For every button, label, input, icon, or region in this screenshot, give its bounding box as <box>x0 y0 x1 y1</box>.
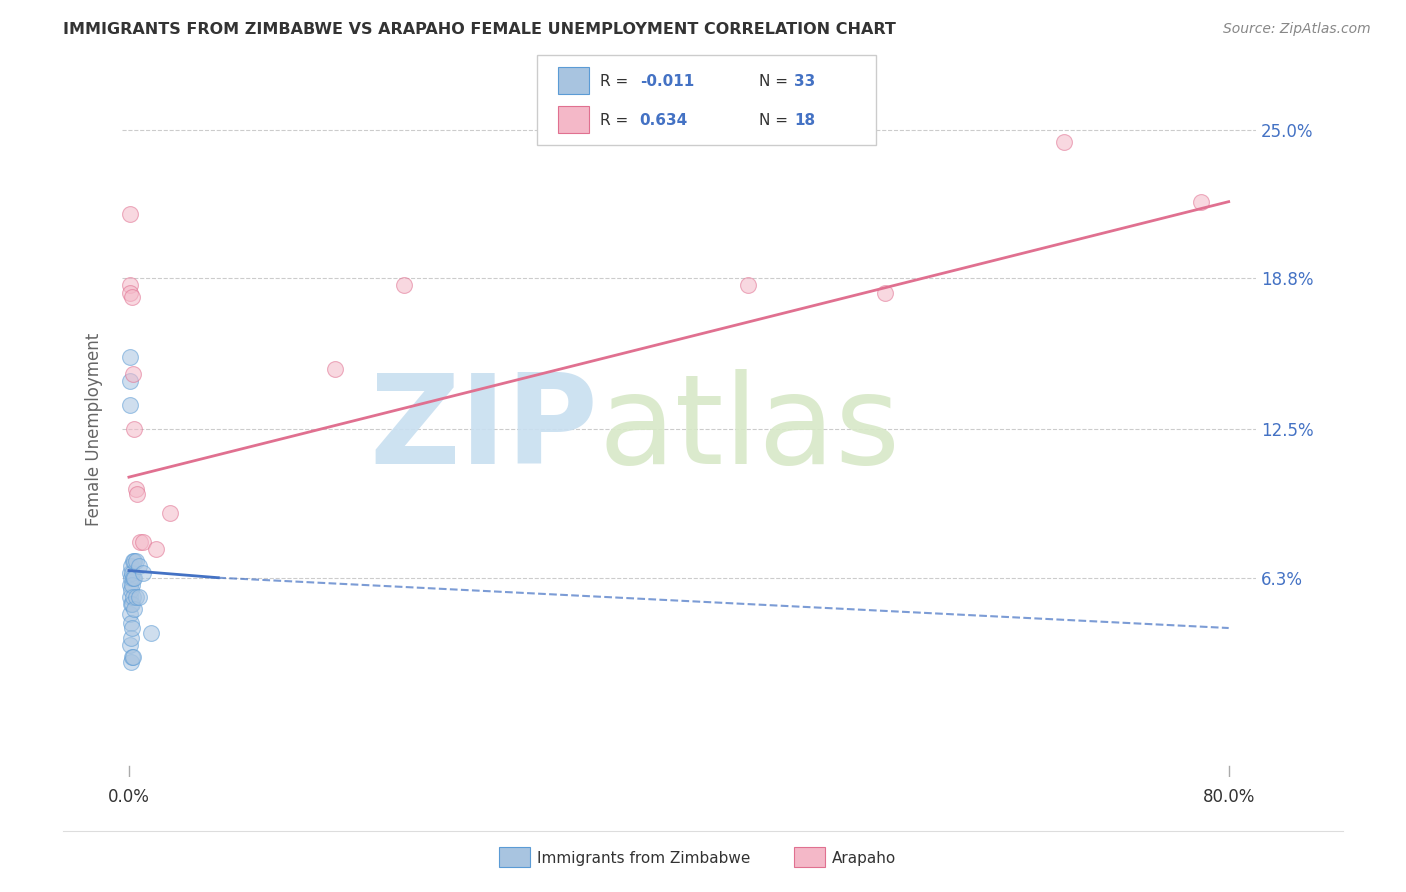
Point <box>121 290 143 304</box>
Point <box>120 558 142 573</box>
Point <box>122 649 145 664</box>
Text: R =: R = <box>600 74 634 89</box>
Point <box>120 655 142 669</box>
Text: IMMIGRANTS FROM ZIMBABWE VS ARAPAHO FEMALE UNEMPLOYMENT CORRELATION CHART: IMMIGRANTS FROM ZIMBABWE VS ARAPAHO FEMA… <box>63 22 896 37</box>
Point <box>120 616 142 631</box>
Point <box>737 278 759 293</box>
Point <box>122 554 145 568</box>
Text: Immigrants from Zimbabwe: Immigrants from Zimbabwe <box>537 851 751 865</box>
Text: atlas: atlas <box>599 368 900 490</box>
Point <box>1189 194 1212 209</box>
Point <box>128 558 150 573</box>
Point <box>124 554 146 568</box>
Text: N =: N = <box>759 113 793 128</box>
Point <box>120 597 142 611</box>
Point <box>118 374 141 388</box>
Point <box>129 534 152 549</box>
Point <box>125 482 148 496</box>
Point <box>120 582 142 597</box>
Point <box>124 602 146 616</box>
Point <box>120 285 142 300</box>
Point <box>392 278 415 293</box>
Text: 0.634: 0.634 <box>640 113 688 128</box>
Point <box>121 578 143 592</box>
Point <box>125 590 148 604</box>
Text: ZIP: ZIP <box>370 368 599 490</box>
Point <box>125 554 148 568</box>
Point <box>128 590 150 604</box>
Point <box>120 607 142 621</box>
Point <box>323 362 346 376</box>
Point <box>124 571 146 585</box>
Text: 18: 18 <box>794 113 815 128</box>
Point <box>118 398 141 412</box>
Point <box>127 487 149 501</box>
Point <box>121 621 143 635</box>
Point <box>131 534 153 549</box>
Point <box>139 625 162 640</box>
Point <box>120 578 142 592</box>
Point <box>120 566 142 580</box>
Point <box>121 566 143 580</box>
Point <box>120 631 142 645</box>
Text: Arapaho: Arapaho <box>832 851 897 865</box>
Point <box>1053 135 1076 149</box>
Point <box>120 638 142 652</box>
Text: Source: ZipAtlas.com: Source: ZipAtlas.com <box>1223 22 1371 37</box>
Point <box>120 571 142 585</box>
Point <box>122 367 145 381</box>
Point <box>121 597 143 611</box>
Point <box>124 422 146 436</box>
Point <box>122 571 145 585</box>
Point <box>121 649 143 664</box>
Point <box>159 506 181 520</box>
Text: N =: N = <box>759 74 793 89</box>
Point <box>118 351 141 365</box>
Text: 33: 33 <box>794 74 815 89</box>
Point <box>122 590 145 604</box>
Point <box>873 285 896 300</box>
Text: -0.011: -0.011 <box>640 74 695 89</box>
Point <box>145 541 167 556</box>
Text: R =: R = <box>600 113 634 128</box>
Point <box>131 566 153 580</box>
Point <box>118 207 141 221</box>
Point <box>120 590 142 604</box>
Y-axis label: Female Unemployment: Female Unemployment <box>86 333 103 526</box>
Point <box>120 278 142 293</box>
